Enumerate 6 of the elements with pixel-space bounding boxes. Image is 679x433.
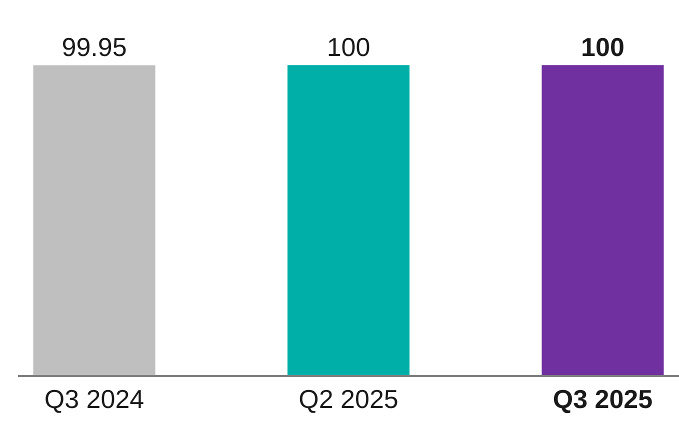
x-tick-label: Q3 2025 — [552, 384, 653, 414]
data-label: 100 — [581, 32, 624, 62]
x-tick-label: Q3 2024 — [44, 384, 144, 414]
data-label: 100 — [326, 32, 370, 62]
x-tick-label: Q2 2025 — [298, 384, 398, 414]
data-label: 99.95 — [62, 32, 127, 62]
